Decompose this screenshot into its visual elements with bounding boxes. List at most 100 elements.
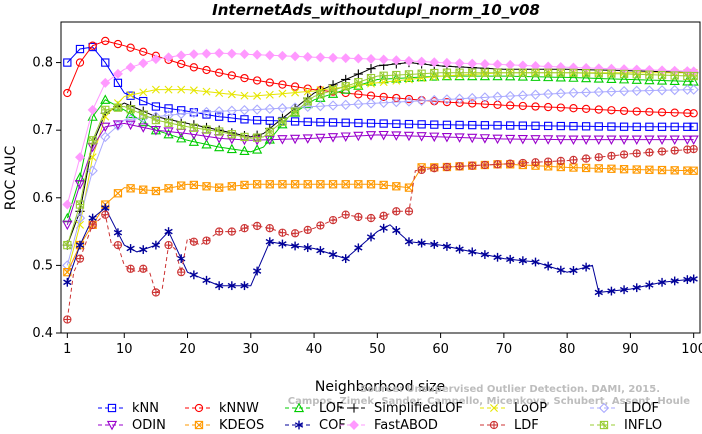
data-point <box>202 110 211 119</box>
data-point <box>479 134 491 144</box>
data-point <box>506 121 515 130</box>
data-point <box>252 133 262 142</box>
data-point <box>683 108 692 118</box>
data-point <box>645 148 654 157</box>
data-point <box>138 116 149 127</box>
data-point <box>581 104 591 114</box>
data-point <box>278 239 287 249</box>
data-point <box>632 165 641 174</box>
data-point <box>113 189 123 198</box>
data-point <box>227 227 236 236</box>
data-point <box>366 73 376 83</box>
data-point <box>416 56 427 67</box>
series-line <box>66 122 694 225</box>
data-point <box>226 48 237 59</box>
data-point <box>517 60 528 71</box>
data-point <box>569 122 578 131</box>
data-point <box>164 85 173 94</box>
data-point <box>544 102 553 112</box>
x-tick-label: 20 <box>179 342 196 357</box>
data-point <box>644 74 655 85</box>
data-point <box>689 166 698 175</box>
data-point <box>467 58 478 69</box>
data-point <box>480 160 490 170</box>
data-point <box>289 134 301 145</box>
data-point <box>240 224 249 233</box>
legend-marker <box>194 420 204 430</box>
data-point <box>215 112 224 121</box>
legend-marker <box>293 402 305 413</box>
data-point <box>644 135 655 145</box>
data-point <box>391 131 402 141</box>
data-point <box>688 135 699 145</box>
data-point <box>480 99 490 109</box>
data-point <box>150 126 162 136</box>
data-point <box>240 180 249 190</box>
data-point <box>215 127 224 136</box>
data-point <box>594 69 603 78</box>
data-point <box>391 96 402 108</box>
data-point <box>531 257 540 267</box>
data-point <box>619 106 629 116</box>
data-point <box>619 285 629 295</box>
data-point <box>468 99 477 108</box>
data-point <box>215 89 224 97</box>
y-tick-label: 0.5 <box>32 258 53 273</box>
data-point <box>580 87 592 98</box>
data-point <box>354 243 363 253</box>
legend-item-odin: ODIN <box>98 418 166 433</box>
data-point <box>63 58 72 67</box>
data-point <box>442 120 452 129</box>
legend-item-knn: kNN <box>98 401 159 416</box>
data-point <box>569 104 578 113</box>
data-point <box>353 69 363 79</box>
data-point <box>316 246 325 255</box>
data-point <box>328 86 338 95</box>
data-point <box>278 117 287 126</box>
data-point <box>252 144 263 154</box>
data-point <box>316 180 325 189</box>
data-point <box>151 186 161 196</box>
data-point <box>202 125 211 134</box>
legend-item-knnw: kNNW <box>185 401 259 416</box>
legend-label: LoOP <box>514 401 547 416</box>
x-tick-label: 70 <box>496 342 513 357</box>
data-point <box>593 73 604 83</box>
data-point <box>505 59 516 70</box>
data-point <box>403 131 415 142</box>
legend-marker <box>294 420 304 430</box>
series-line <box>66 148 694 320</box>
data-point <box>531 158 540 167</box>
data-point <box>316 118 325 127</box>
data-point <box>631 135 642 145</box>
data-point <box>163 128 174 139</box>
data-point <box>100 122 111 133</box>
data-point <box>618 85 630 97</box>
series-ldf <box>63 144 698 324</box>
data-point <box>531 68 540 77</box>
data-point <box>379 92 388 102</box>
y-tick-label: 0.7 <box>32 123 53 138</box>
data-point <box>468 68 477 77</box>
legend-marker <box>598 402 610 414</box>
data-point <box>669 135 680 145</box>
data-point <box>126 184 135 193</box>
data-point <box>202 236 211 245</box>
data-point <box>480 68 490 77</box>
data-point <box>480 250 490 259</box>
data-point <box>392 93 401 103</box>
data-point <box>442 242 452 251</box>
data-point <box>416 95 427 106</box>
data-point <box>290 241 300 251</box>
data-point <box>556 68 565 77</box>
data-point <box>101 112 110 121</box>
data-point <box>101 36 110 46</box>
data-point <box>493 121 502 130</box>
data-point <box>366 119 376 128</box>
data-point <box>252 49 263 60</box>
data-point <box>645 280 654 290</box>
data-point <box>88 41 97 50</box>
data-point <box>75 58 85 67</box>
data-point <box>632 122 641 131</box>
data-point <box>581 122 591 131</box>
